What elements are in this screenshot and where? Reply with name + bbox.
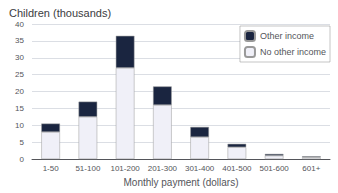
svg-text:301-400: 301-400: [185, 164, 215, 173]
svg-text:No other income: No other income: [260, 47, 326, 57]
svg-text:501-600: 501-600: [259, 164, 289, 173]
svg-text:401-500: 401-500: [222, 164, 252, 173]
svg-text:5: 5: [20, 138, 25, 147]
svg-text:Children (thousands): Children (thousands): [9, 7, 111, 19]
svg-text:Monthly payment (dollars): Monthly payment (dollars): [123, 177, 238, 188]
svg-text:101-200: 101-200: [110, 164, 140, 173]
svg-text:35: 35: [15, 36, 24, 45]
svg-text:601+: 601+: [302, 164, 320, 173]
svg-text:Other income: Other income: [260, 31, 314, 41]
svg-text:25: 25: [15, 70, 24, 79]
svg-text:0: 0: [20, 155, 25, 164]
svg-text:51-100: 51-100: [75, 164, 100, 173]
svg-text:15: 15: [15, 104, 24, 113]
svg-text:201-300: 201-300: [148, 164, 178, 173]
svg-text:10: 10: [15, 121, 24, 130]
svg-text:20: 20: [15, 87, 24, 96]
svg-text:1-50: 1-50: [43, 164, 60, 173]
svg-text:40: 40: [15, 20, 24, 29]
svg-text:30: 30: [15, 53, 24, 62]
